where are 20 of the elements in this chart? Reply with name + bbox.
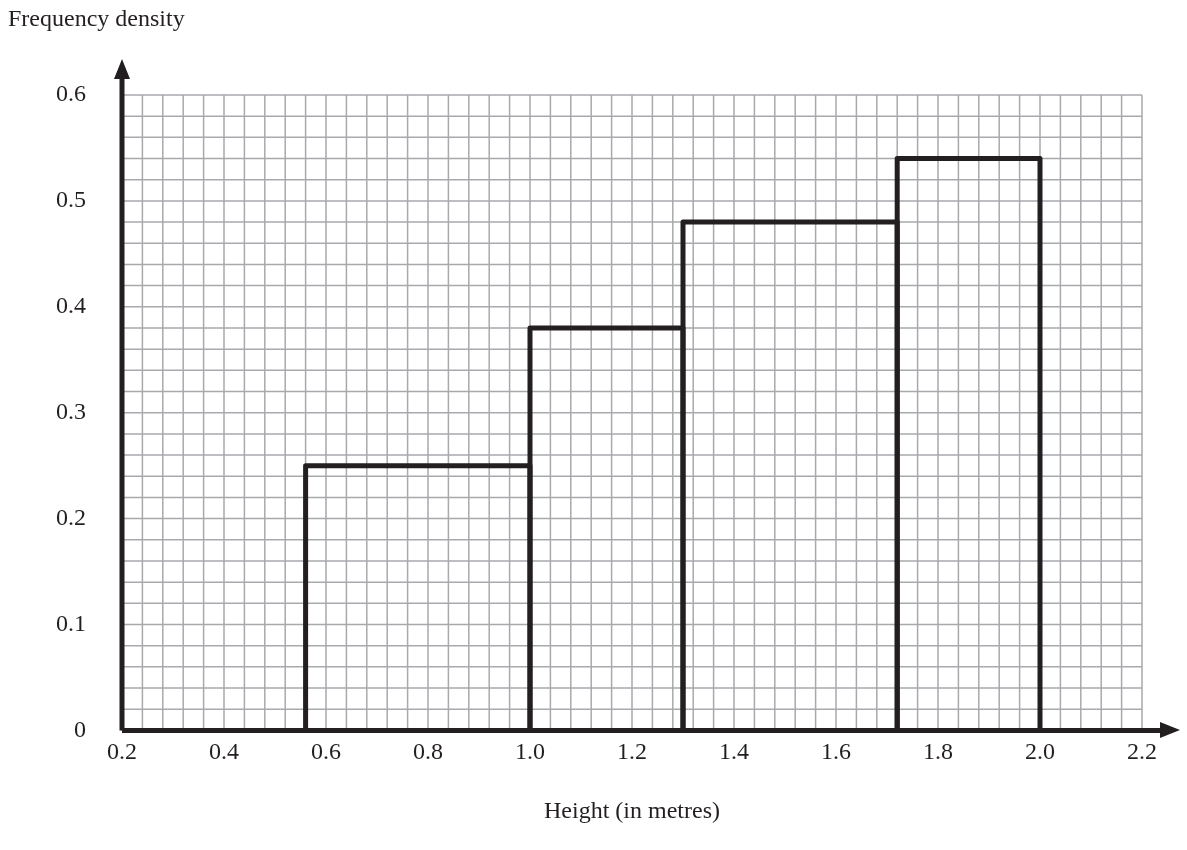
x-tick-label: 0.2 <box>107 738 137 765</box>
x-tick-label: 1.0 <box>515 738 545 765</box>
x-tick-label: 1.2 <box>617 738 647 765</box>
y-tick-label: 0.2 <box>56 503 86 530</box>
x-tick-label: 2.2 <box>1127 738 1157 765</box>
x-tick-label: 0.4 <box>209 738 239 765</box>
y-tick-label: 0.5 <box>56 186 86 213</box>
y-axis-title: Frequency density <box>8 5 185 32</box>
y-tick-label: 0.4 <box>56 292 86 319</box>
y-tick-label: 0.6 <box>56 80 86 107</box>
x-tick-label: 0.8 <box>413 738 443 765</box>
x-tick-label: 1.6 <box>821 738 851 765</box>
x-tick-label: 0.6 <box>311 738 341 765</box>
x-tick-label: 2.0 <box>1025 738 1055 765</box>
x-tick-label: 1.4 <box>719 738 749 765</box>
x-tick-label: 1.8 <box>923 738 953 765</box>
y-tick-label: 0 <box>74 715 86 742</box>
x-axis-title: Height (in metres) <box>544 796 720 823</box>
y-tick-label: 0.3 <box>56 398 86 424</box>
y-tick-label: 0.1 <box>56 609 86 636</box>
